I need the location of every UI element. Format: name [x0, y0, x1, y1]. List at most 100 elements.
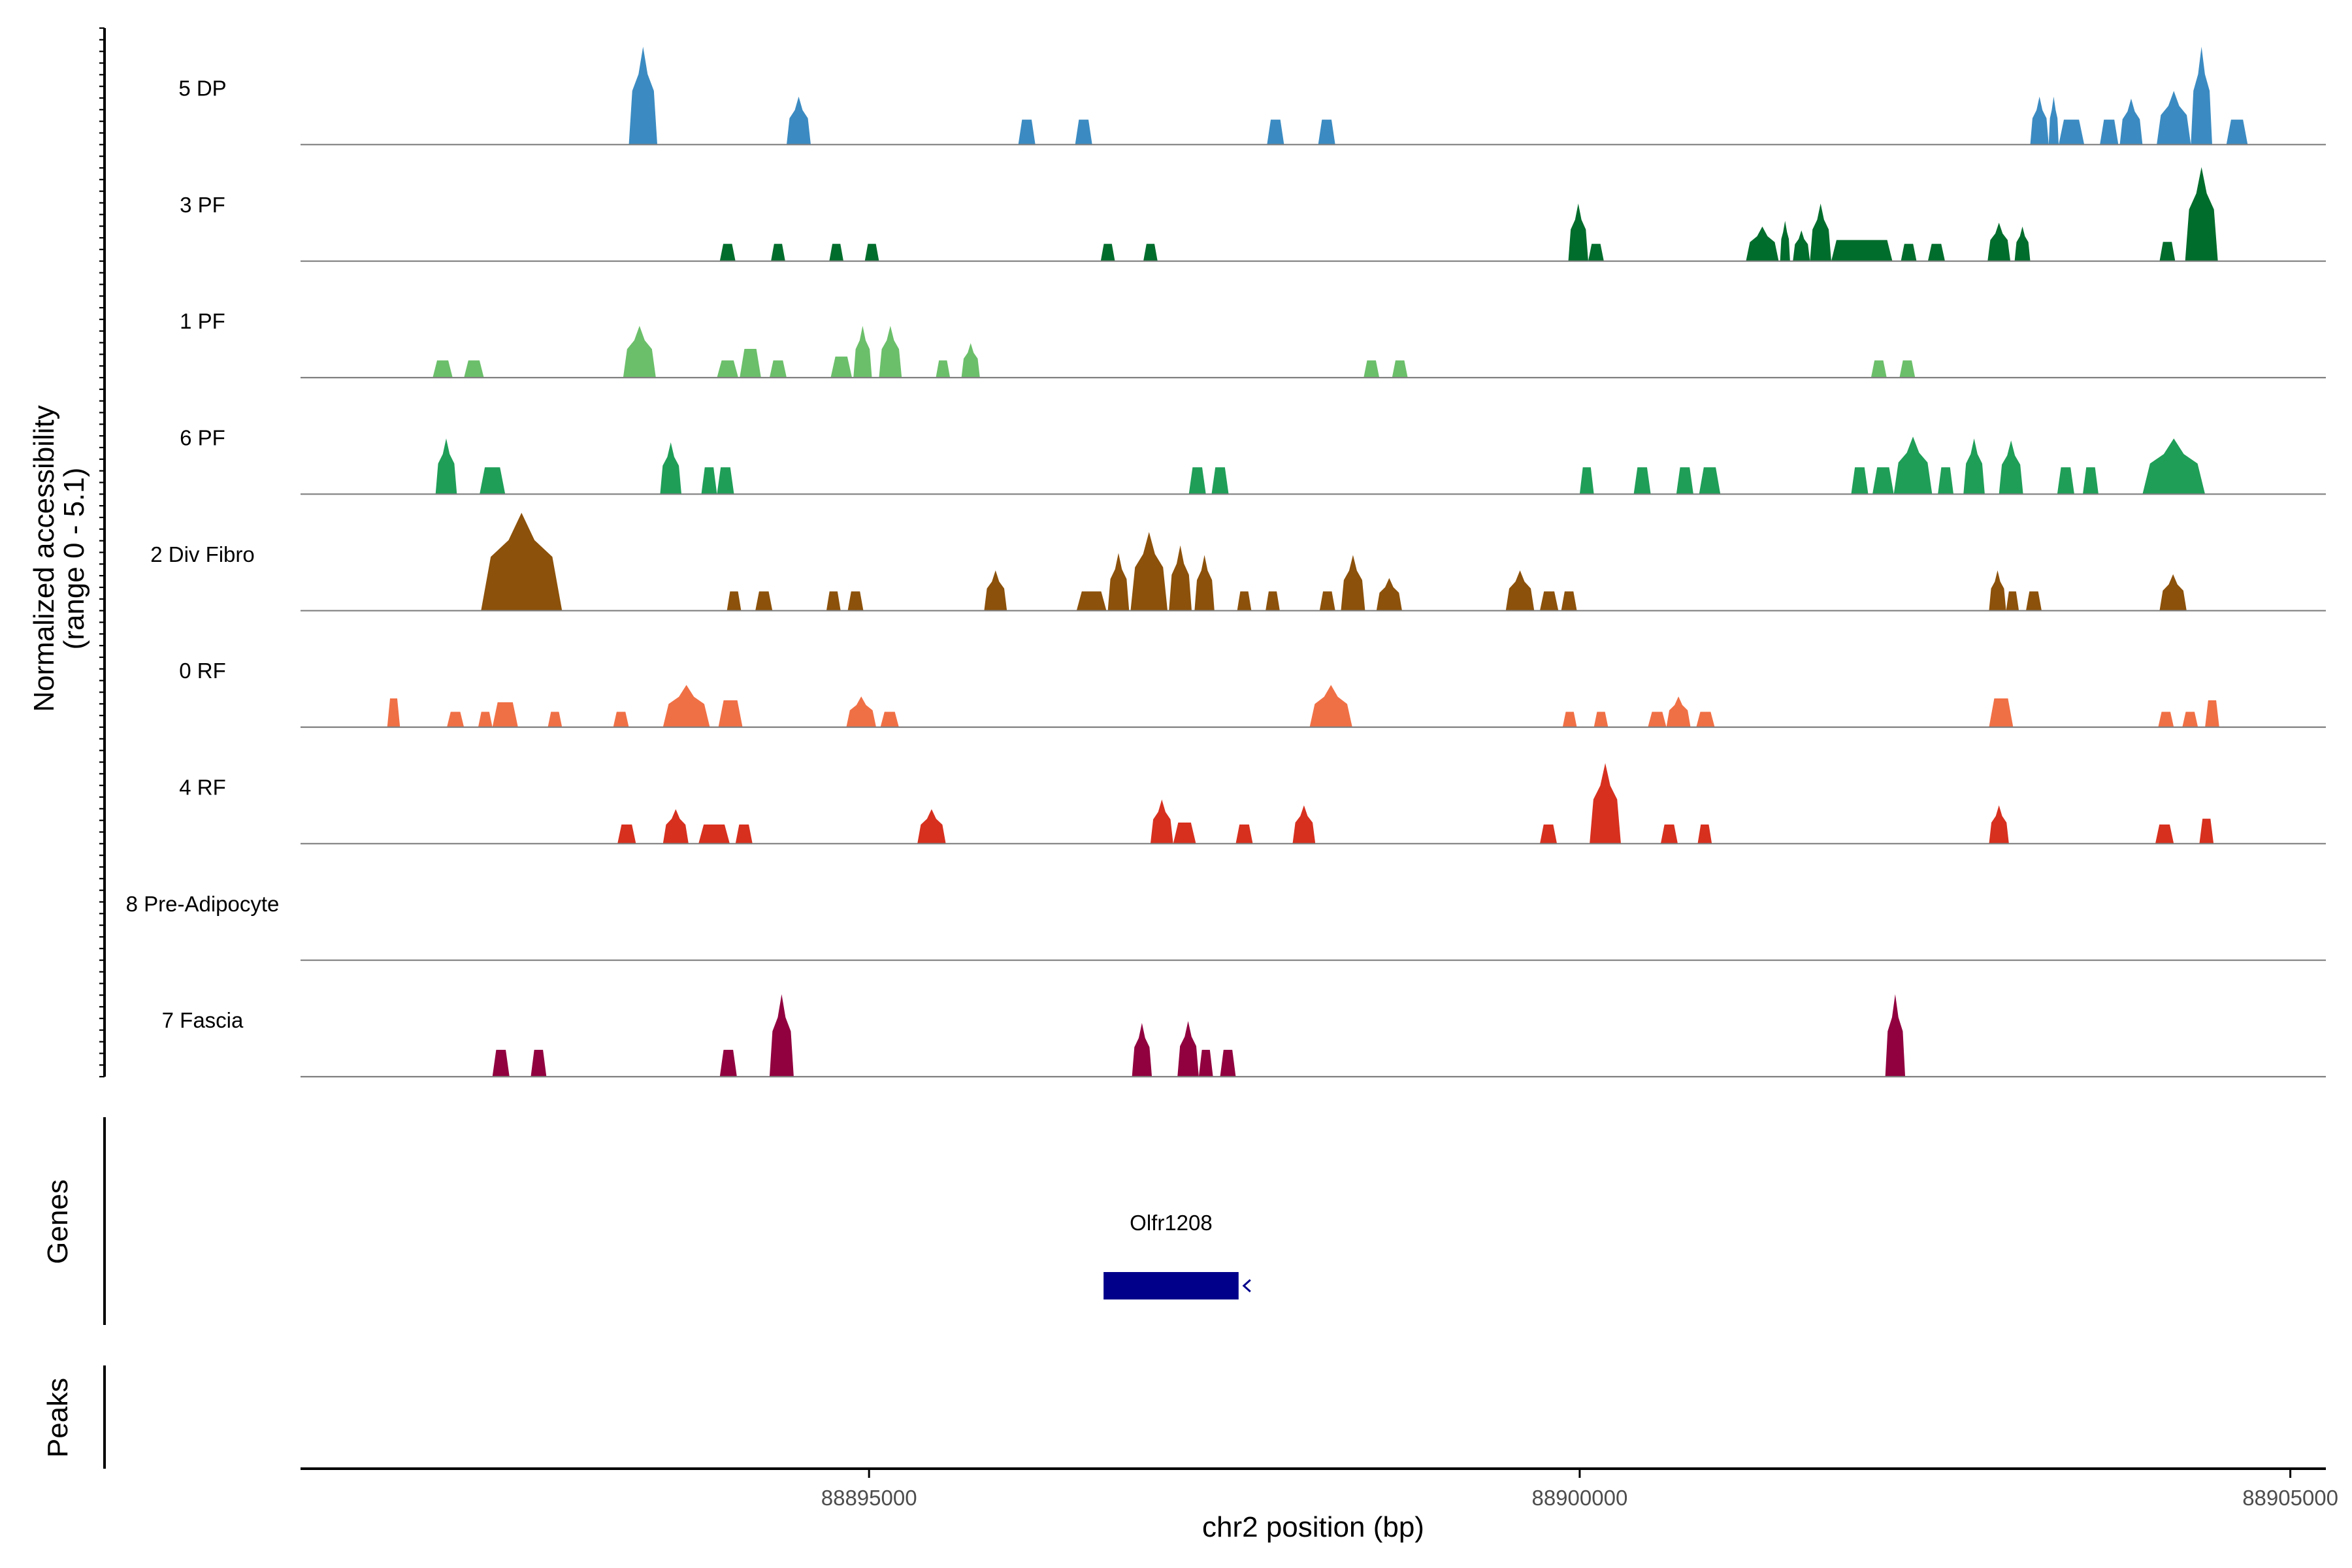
peak — [2057, 467, 2074, 495]
peak — [1666, 696, 1691, 727]
peak — [387, 698, 400, 727]
peak — [1220, 1049, 1236, 1077]
peak — [478, 711, 493, 727]
peak — [1132, 1022, 1152, 1077]
peak — [1309, 685, 1352, 727]
peak — [2142, 438, 2206, 495]
peak — [1561, 591, 1577, 611]
peak — [1177, 1021, 1199, 1077]
peak — [2048, 96, 2059, 145]
peak — [1699, 467, 1721, 495]
x-tick-label: 88895000 — [821, 1486, 917, 1510]
track-5-dp: 5 DP — [178, 46, 2326, 146]
peak — [717, 467, 734, 495]
peak — [1568, 203, 1588, 261]
peak — [1076, 591, 1107, 611]
peak — [464, 360, 484, 378]
peak — [727, 591, 742, 611]
peak — [617, 824, 636, 844]
peak — [1392, 360, 1408, 378]
peak — [1107, 553, 1130, 611]
peak — [879, 325, 902, 378]
peak — [1831, 240, 1893, 261]
peak — [847, 591, 864, 611]
gene-annotations: Olfr1208 — [1103, 1211, 1251, 1299]
x-tick-label: 88900000 — [1531, 1486, 1627, 1510]
peak — [1927, 244, 1945, 261]
peak — [2030, 96, 2049, 145]
peak — [492, 702, 518, 727]
peak — [1169, 545, 1192, 611]
peak — [1885, 994, 1906, 1077]
strand-arrow-icon — [1242, 1279, 1251, 1293]
peak — [1539, 591, 1559, 611]
peak — [629, 46, 658, 145]
peak — [447, 711, 465, 727]
peak — [2185, 167, 2218, 261]
track-0-rf: 0 RF — [179, 659, 2326, 728]
peak — [698, 824, 730, 844]
peak — [917, 809, 946, 844]
peak — [2014, 226, 2031, 261]
peak — [787, 96, 811, 145]
peak — [1588, 244, 1604, 261]
peak — [1364, 360, 1380, 378]
peak — [1893, 436, 1933, 495]
peak — [1989, 698, 2014, 727]
peak — [984, 570, 1007, 611]
peak — [435, 438, 457, 495]
peak — [1648, 711, 1667, 727]
peak — [1319, 591, 1335, 611]
peak — [1100, 244, 1115, 261]
peak — [1999, 440, 2023, 495]
peak — [1810, 203, 1831, 261]
peak — [1130, 532, 1168, 611]
peak — [1697, 824, 1712, 844]
peak — [2083, 467, 2099, 495]
peak — [662, 809, 689, 844]
peak — [1150, 799, 1173, 844]
track-6-pf: 6 PF — [180, 425, 2326, 495]
y-axis-title-line2: (range 0 - 5.1) — [58, 468, 90, 650]
peak — [1579, 467, 1594, 495]
track-label: 4 RF — [179, 775, 226, 799]
peak — [880, 711, 899, 727]
peak — [1901, 244, 1917, 261]
peak — [735, 824, 753, 844]
peak — [1539, 824, 1558, 844]
peak — [846, 696, 877, 727]
peak — [1660, 824, 1678, 844]
peak — [1633, 467, 1651, 495]
peak — [1505, 570, 1535, 611]
peak — [1198, 1049, 1213, 1077]
peak — [1194, 555, 1215, 611]
x-tick-label: 88905000 — [2242, 1486, 2338, 1510]
gene-label: Olfr1208 — [1130, 1211, 1213, 1235]
peak — [853, 325, 872, 378]
peak — [2158, 711, 2174, 727]
y-axis-title-line1: Normalized accessibility — [28, 405, 60, 711]
peak — [1793, 230, 1810, 261]
peak — [1989, 805, 2009, 844]
peak — [492, 1049, 510, 1077]
track-label: 2 Div Fibro — [150, 542, 255, 566]
peak — [660, 442, 682, 495]
track-4-rf: 4 RF — [179, 762, 2326, 845]
peak — [830, 356, 853, 378]
track-label: 5 DP — [178, 76, 226, 100]
track-label: 6 PF — [180, 425, 225, 449]
peak — [755, 591, 773, 611]
peak — [1341, 555, 1365, 611]
peak — [2205, 700, 2219, 727]
peak — [1780, 220, 1790, 261]
peak — [2119, 98, 2143, 145]
peak — [2157, 91, 2191, 145]
peak — [1590, 762, 1621, 844]
peak — [1376, 578, 1402, 611]
peak — [2159, 242, 2176, 261]
peak — [961, 343, 980, 378]
peak — [701, 467, 717, 495]
x-axis-ticks: 88895000 88900000 88905000 — [821, 1469, 2338, 1510]
track-2-div-fibro: 2 Div Fibro — [150, 512, 2326, 612]
track-3-pf: 3 PF — [180, 167, 2326, 262]
